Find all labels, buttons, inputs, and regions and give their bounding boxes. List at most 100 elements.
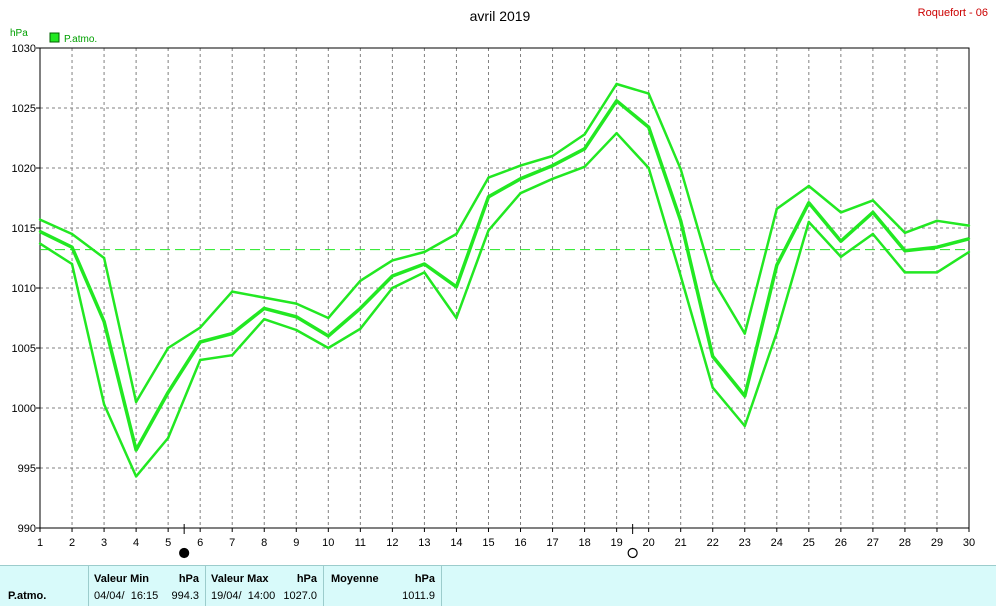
min-marker xyxy=(179,547,190,559)
data-point-max xyxy=(935,219,939,222)
x-tick-label: 21 xyxy=(675,537,687,549)
data-point-mean xyxy=(583,147,586,150)
x-tick-label: 7 xyxy=(229,537,235,549)
data-point-mean xyxy=(166,391,170,394)
min-unit: hPa xyxy=(178,573,199,585)
chart-title: avril 2019 xyxy=(470,8,531,24)
grid xyxy=(40,48,969,528)
max-date: 19/04/ 14:00 xyxy=(211,590,276,602)
data-point-max xyxy=(295,302,298,305)
data-point-max xyxy=(391,259,394,262)
data-point-mean xyxy=(743,394,746,398)
y-tick-label: 1030 xyxy=(12,43,36,55)
x-tick-label: 10 xyxy=(322,537,334,549)
x-tick-label: 24 xyxy=(771,537,783,549)
stats-row-label: P.atmo. xyxy=(8,590,47,602)
x-tick-label: 13 xyxy=(418,537,430,549)
data-point-max xyxy=(839,211,843,214)
data-point-max xyxy=(359,279,362,282)
station-name: Roquefort - 06 xyxy=(918,7,988,19)
y-tick-label: 1000 xyxy=(12,403,36,415)
data-point-min xyxy=(70,262,74,266)
data-point-min xyxy=(198,358,202,362)
data-point-min xyxy=(903,271,907,274)
y-tick-label: 995 xyxy=(18,463,36,475)
x-tick-label: 28 xyxy=(899,537,911,549)
data-point-max xyxy=(134,400,138,404)
max-header: Valeur Max xyxy=(211,573,269,585)
data-point-min xyxy=(38,242,42,245)
x-tick-label: 11 xyxy=(355,537,366,549)
data-point-min xyxy=(935,271,939,274)
data-point-mean xyxy=(359,307,362,310)
data-point-min xyxy=(295,328,298,332)
x-tick-label: 4 xyxy=(133,537,139,549)
data-point-mean xyxy=(487,195,490,198)
data-point-mean xyxy=(38,230,42,233)
data-point-min xyxy=(967,250,971,254)
data-point-max xyxy=(231,290,234,293)
stats-panel: P.atmo. Valeur Min hPa 04/04/ 16:15 994.… xyxy=(0,565,996,606)
data-point-max xyxy=(38,218,42,221)
data-point-min xyxy=(647,166,650,170)
data-point-mean xyxy=(134,448,138,452)
data-point-mean xyxy=(903,249,907,252)
x-tick-label: 6 xyxy=(197,537,203,549)
x-tick-label: 29 xyxy=(931,537,943,549)
data-point-max xyxy=(166,346,170,350)
x-tick-label: 16 xyxy=(514,537,526,549)
data-point-mean xyxy=(615,99,618,103)
y-tick-label: 1025 xyxy=(12,103,36,115)
data-point-max xyxy=(519,164,522,167)
data-point-max xyxy=(198,326,202,329)
data-point-max xyxy=(967,224,971,227)
data-point-mean xyxy=(231,332,234,335)
x-tick-label: 19 xyxy=(610,537,622,549)
data-point-max xyxy=(70,232,74,236)
max-value: 1027.0 xyxy=(283,590,317,602)
data-point-min xyxy=(166,436,170,440)
data-point-max xyxy=(487,176,490,179)
data-point-mean xyxy=(423,262,426,266)
axes: 1 2 3 4 5 6 7 8 9 10 11 12 13 14 15 16 17 18 19 20 21 22 23 24 2… xyxy=(12,43,976,549)
data-point-max xyxy=(903,231,907,234)
x-tick-label: 12 xyxy=(386,537,398,549)
legend-swatch xyxy=(49,32,60,43)
stats-max-cell: Valeur Max hPa 19/04/ 14:00 1027.0 xyxy=(205,566,324,606)
min-header: Valeur Min xyxy=(94,573,150,585)
min-date: 04/04/ 16:15 xyxy=(94,590,159,602)
stats-avg-cell: Moyenne hPa 1011.9 xyxy=(323,566,442,606)
data-point-mean xyxy=(263,307,266,310)
x-tick-label: 27 xyxy=(867,537,879,549)
max-unit: hPa xyxy=(296,573,317,585)
data-point-mean xyxy=(839,240,843,243)
data-point-max xyxy=(423,250,426,254)
data-point-min xyxy=(359,327,362,330)
data-point-mean xyxy=(455,285,458,288)
x-tick-label: 8 xyxy=(261,537,267,549)
x-tick-label: 9 xyxy=(293,537,299,549)
data-point-min xyxy=(775,331,778,334)
data-point-max xyxy=(102,256,106,260)
data-point-min xyxy=(711,386,714,389)
data-point-max xyxy=(679,168,682,171)
avg-value: 1011.9 xyxy=(402,590,435,602)
data-point-min xyxy=(583,165,586,168)
x-tick-label: 14 xyxy=(450,537,462,549)
y-tick-label: 1010 xyxy=(12,283,36,295)
min-value: 994.3 xyxy=(171,590,199,602)
stats-min-cell: Valeur Min hPa 04/04/ 16:15 994.3 xyxy=(88,566,206,606)
x-tick-label: 3 xyxy=(101,537,107,549)
x-tick-label: 20 xyxy=(643,537,655,549)
x-tick-label: 25 xyxy=(803,537,815,549)
data-point-mean xyxy=(327,334,330,338)
data-point-min xyxy=(231,354,234,357)
data-point-min xyxy=(391,286,394,290)
data-point-mean xyxy=(70,246,74,249)
data-point-mean xyxy=(102,320,106,323)
series-line-max xyxy=(39,82,970,404)
data-point-min xyxy=(455,316,458,320)
data-point-mean xyxy=(807,201,811,204)
x-tick-label: 17 xyxy=(546,537,558,549)
data-point-mean xyxy=(519,177,522,180)
